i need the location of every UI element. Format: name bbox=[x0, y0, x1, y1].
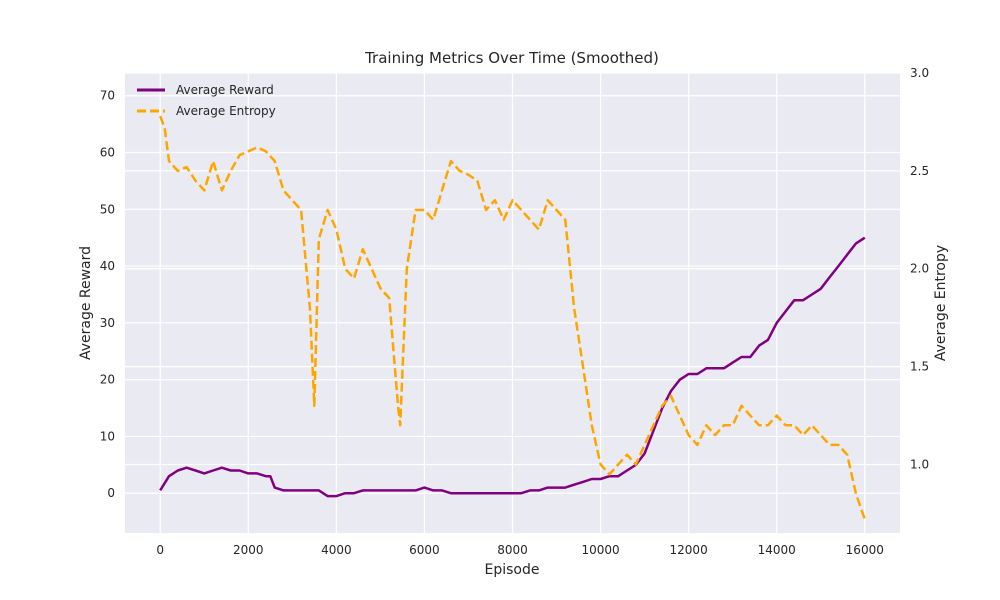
legend-label-entropy: Average Entropy bbox=[176, 104, 276, 118]
x-tick-label: 6000 bbox=[409, 543, 440, 557]
y-tick-label: 40 bbox=[100, 259, 115, 273]
x-axis-ticks: 0 2000 4000 6000 8000 10000 12000 14000 16000 bbox=[156, 543, 883, 557]
x-tick-label: 14000 bbox=[758, 543, 796, 557]
y2-tick-label: 1.0 bbox=[910, 457, 929, 471]
legend-label-reward: Average Reward bbox=[176, 83, 274, 97]
y-tick-label: 20 bbox=[100, 373, 115, 387]
y2-tick-label: 3.0 bbox=[910, 66, 929, 80]
series-line-reward bbox=[159, 236, 866, 498]
y-axis-ticks: 0 10 20 30 40 50 60 70 bbox=[100, 89, 115, 501]
y2-tick-label: 2.0 bbox=[910, 262, 929, 276]
y-tick-label: 60 bbox=[100, 146, 115, 160]
x-axis-label: Episode bbox=[485, 562, 540, 578]
x-tick-label: 10000 bbox=[581, 543, 619, 557]
y2-axis-label: Average Entropy bbox=[933, 245, 949, 361]
x-tick-label: 0 bbox=[156, 543, 164, 557]
x-tick-label: 4000 bbox=[321, 543, 352, 557]
x-tick-label: 12000 bbox=[670, 543, 708, 557]
y2-tick-label: 2.5 bbox=[910, 164, 929, 178]
x-tick-label: 8000 bbox=[497, 543, 528, 557]
y2-tick-label: 1.5 bbox=[910, 360, 929, 374]
chart-title: Training Metrics Over Time (Smoothed) bbox=[364, 49, 659, 67]
y-axis-label: Average Reward bbox=[78, 246, 94, 360]
legend: Average Reward Average Entropy bbox=[137, 83, 276, 118]
y-tick-label: 30 bbox=[100, 316, 115, 330]
y-tick-label: 50 bbox=[100, 202, 115, 216]
x-tick-label: 2000 bbox=[233, 543, 264, 557]
series-line-entropy bbox=[159, 115, 866, 520]
y-tick-label: 70 bbox=[100, 89, 115, 103]
x-tick-label: 16000 bbox=[846, 543, 884, 557]
y-tick-label: 10 bbox=[100, 429, 115, 443]
series-layer bbox=[159, 115, 866, 520]
y-tick-label: 0 bbox=[107, 486, 115, 500]
y2-axis-ticks: 1.0 1.5 2.0 2.5 3.0 bbox=[910, 66, 929, 471]
